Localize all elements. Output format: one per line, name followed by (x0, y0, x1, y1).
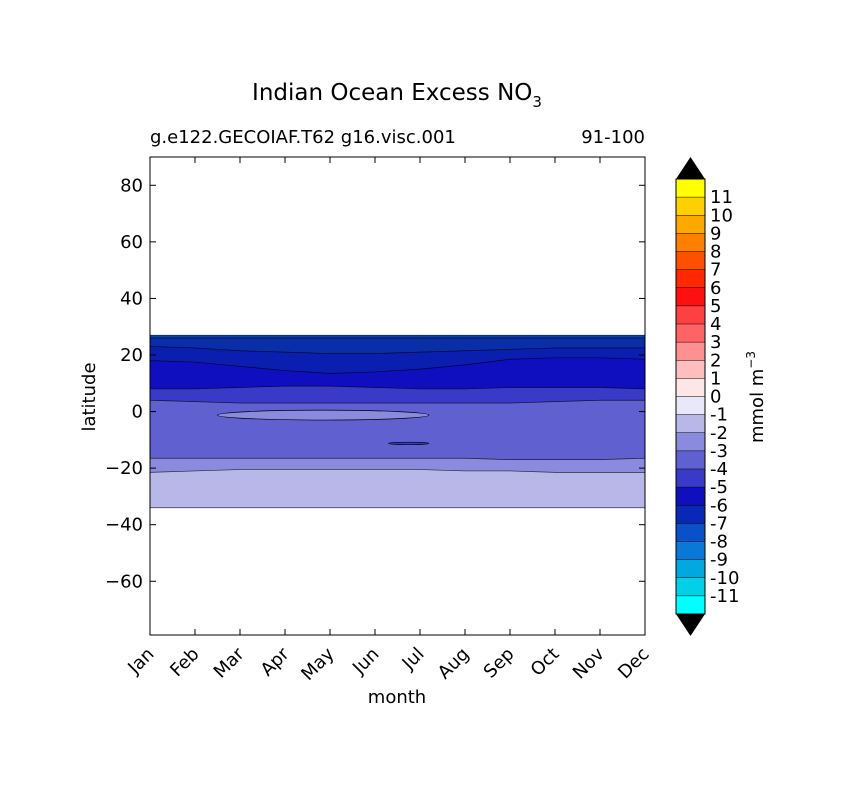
x-tick-label-aug: Aug (434, 644, 474, 684)
colorbar-label: -11 (710, 586, 739, 607)
contour-line--5 (150, 385, 646, 390)
colorbar-cell (676, 360, 705, 379)
colorbar-cell (676, 450, 705, 470)
contour-line--6 (149, 357, 646, 374)
colorbar-label: 0 (710, 387, 721, 408)
colorbar-label: -4 (710, 459, 728, 480)
colorbar-label: -2 (710, 423, 728, 444)
colorbar-label: 2 (710, 350, 721, 371)
y-tick-label-80: 80 (120, 175, 143, 196)
x-tick-label-nov: Nov (569, 643, 609, 683)
x-tick-label-sep: Sep (480, 644, 519, 683)
x-tick-label-jun: Jun (348, 644, 383, 679)
colorbar-label: 5 (710, 296, 721, 317)
colorbar-label: 4 (710, 314, 721, 335)
contour-line--4 (149, 399, 645, 404)
plot-area: Jan Feb Mar Apr May Jun Jul Aug Sep Oct Nov Dec 80 6… (105, 156, 654, 685)
colorbar-cell (676, 396, 705, 415)
chart-title: Indian Ocean Excess NO3 (252, 80, 542, 111)
colorbar-label: -8 (710, 532, 728, 553)
colorbar-label: -6 (710, 495, 728, 516)
x-tick-label-jan: Jan (123, 644, 158, 679)
colorbar-cell (676, 269, 705, 289)
colorbar-cell (676, 179, 705, 198)
y-tick-label-20: 20 (120, 345, 143, 366)
colorbar-cell (676, 523, 705, 542)
x-axis-label: month (368, 687, 426, 708)
colorbar-extend-min (676, 614, 705, 636)
colorbar-cell (676, 378, 705, 397)
colorbar-extend-max (676, 157, 705, 179)
colorbar-cell (676, 559, 705, 579)
colorbar-cell (676, 414, 705, 434)
x-tick-label-apr: Apr (257, 643, 294, 680)
colorbar-label: 9 (710, 223, 721, 244)
colorbar-cell (676, 505, 705, 524)
contour-line--2 (149, 469, 645, 473)
colorbar-label: 3 (710, 332, 721, 353)
y-tick-label--40: −40 (105, 515, 143, 536)
colorbar-label: 7 (710, 260, 721, 281)
x-tick-label-feb: Feb (166, 644, 203, 681)
colorbar-label: 10 (710, 205, 733, 226)
subtitle-left: g.e122.GECOIAF.T62 g16.visc.001 (150, 127, 456, 148)
colorbar-label: 1 (710, 368, 721, 389)
colorbar-cell (676, 287, 705, 307)
colorbar-label: -10 (710, 568, 739, 589)
colorbar-cell (676, 305, 705, 325)
colorbar-label: -1 (710, 405, 728, 426)
colorbar-cell (676, 197, 705, 216)
x-tick-label-mar: Mar (210, 643, 249, 682)
colorbar-label: -3 (710, 441, 728, 462)
contour-line--3 (150, 457, 646, 460)
colorbar-cell (676, 342, 705, 361)
colorbar-label: -9 (710, 550, 728, 571)
x-tick-label-jul: Jul (398, 644, 429, 675)
colorbar-cell (676, 251, 705, 270)
colorbar-label: -5 (710, 477, 728, 498)
y-tick-label-40: 40 (120, 288, 143, 309)
colorbar-cell (676, 541, 705, 560)
colorbar-cell (676, 432, 705, 452)
subtitle-right: 91-100 (581, 127, 645, 148)
contour-pocket--5 (388, 441, 430, 445)
colorbar-label: 6 (710, 278, 721, 299)
contour-line--7 (149, 346, 645, 354)
colorbar-cell (676, 487, 705, 506)
contour-bands (150, 335, 645, 508)
colorbar-cell (676, 233, 705, 252)
y-axis-label: latitude (79, 362, 100, 431)
colorbar-units: mmol m−3 (744, 351, 768, 443)
colorbar-label: -7 (710, 513, 728, 534)
colorbar-cell (676, 215, 705, 234)
colorbar-frame (675, 178, 706, 615)
y-tick-label--60: −60 (105, 571, 143, 592)
x-tick-label-oct: Oct (527, 644, 564, 681)
colorbar-label: 8 (710, 242, 721, 263)
y-axis: 80 60 40 20 0 −20 −40 −60 (105, 175, 645, 592)
colorbar-cell (676, 577, 705, 597)
contour-band--2 (150, 469, 645, 508)
plot-frame (149, 156, 646, 636)
y-tick-label--20: −20 (105, 458, 143, 479)
contour-lines (149, 334, 646, 509)
y-tick-label-60: 60 (120, 232, 143, 253)
x-tick-label-dec: Dec (614, 644, 653, 683)
colorbar-cell (676, 595, 705, 615)
colorbar-cell (676, 469, 705, 488)
colorbar-cell (676, 324, 705, 343)
y-tick-label-0: 0 (132, 402, 143, 423)
x-tick-label-may: May (297, 643, 338, 684)
colorbar-label: 11 (710, 187, 733, 208)
contour-pocket--3 (217, 409, 430, 421)
